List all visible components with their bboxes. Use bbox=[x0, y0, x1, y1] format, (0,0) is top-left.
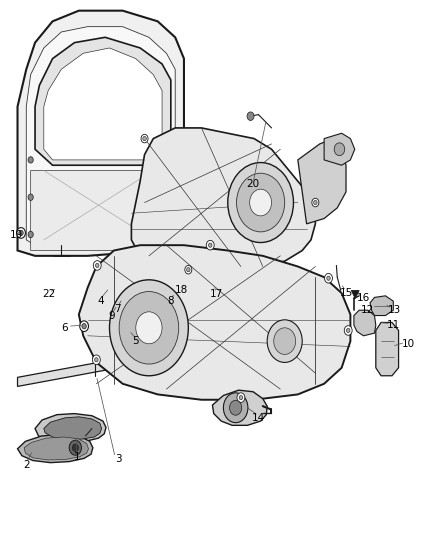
Polygon shape bbox=[18, 357, 127, 386]
Circle shape bbox=[28, 194, 33, 200]
Polygon shape bbox=[18, 11, 184, 256]
Polygon shape bbox=[351, 290, 359, 298]
Text: 13: 13 bbox=[388, 305, 401, 315]
Text: 22: 22 bbox=[42, 289, 56, 299]
Circle shape bbox=[95, 358, 98, 362]
Text: 6: 6 bbox=[61, 323, 68, 333]
Circle shape bbox=[237, 393, 245, 402]
Circle shape bbox=[17, 228, 25, 238]
Circle shape bbox=[141, 134, 148, 143]
Text: 20: 20 bbox=[247, 179, 260, 189]
Circle shape bbox=[119, 292, 179, 364]
Polygon shape bbox=[35, 414, 106, 442]
Circle shape bbox=[247, 112, 254, 120]
Circle shape bbox=[69, 440, 81, 455]
Circle shape bbox=[82, 324, 86, 329]
Text: 12: 12 bbox=[361, 305, 374, 315]
Circle shape bbox=[314, 200, 317, 205]
Circle shape bbox=[327, 276, 330, 280]
Circle shape bbox=[110, 280, 188, 376]
Polygon shape bbox=[26, 27, 175, 245]
Circle shape bbox=[344, 326, 352, 335]
Polygon shape bbox=[370, 296, 393, 316]
Polygon shape bbox=[354, 310, 376, 336]
Circle shape bbox=[72, 444, 78, 451]
Circle shape bbox=[19, 230, 23, 236]
Circle shape bbox=[267, 320, 302, 362]
Polygon shape bbox=[131, 128, 315, 272]
Text: 16: 16 bbox=[357, 294, 370, 303]
Polygon shape bbox=[35, 37, 171, 165]
Circle shape bbox=[28, 157, 33, 163]
Polygon shape bbox=[212, 390, 267, 425]
Circle shape bbox=[325, 273, 332, 283]
Circle shape bbox=[95, 263, 99, 268]
Text: 2: 2 bbox=[23, 460, 30, 470]
Text: 5: 5 bbox=[132, 336, 139, 346]
Text: 11: 11 bbox=[387, 320, 400, 330]
Circle shape bbox=[187, 268, 190, 272]
Text: 18: 18 bbox=[175, 286, 188, 295]
Polygon shape bbox=[324, 133, 355, 165]
Circle shape bbox=[206, 240, 214, 250]
Polygon shape bbox=[376, 322, 399, 376]
Circle shape bbox=[80, 321, 88, 332]
Circle shape bbox=[92, 355, 100, 365]
Polygon shape bbox=[298, 139, 346, 224]
Text: 10: 10 bbox=[402, 339, 415, 349]
Text: 7: 7 bbox=[114, 304, 121, 314]
Circle shape bbox=[312, 198, 319, 207]
Circle shape bbox=[334, 143, 345, 156]
Circle shape bbox=[346, 328, 350, 333]
Polygon shape bbox=[31, 171, 166, 251]
Circle shape bbox=[237, 173, 285, 232]
Circle shape bbox=[274, 328, 296, 354]
Text: 15: 15 bbox=[339, 288, 353, 298]
Text: 8: 8 bbox=[167, 296, 174, 306]
Circle shape bbox=[28, 231, 33, 238]
Polygon shape bbox=[18, 434, 93, 463]
Text: 19: 19 bbox=[10, 230, 23, 239]
Circle shape bbox=[93, 261, 101, 270]
Circle shape bbox=[228, 163, 293, 243]
Text: 3: 3 bbox=[115, 455, 122, 464]
Text: 17: 17 bbox=[210, 289, 223, 299]
Text: 14: 14 bbox=[252, 414, 265, 423]
Circle shape bbox=[185, 265, 192, 274]
Circle shape bbox=[143, 136, 146, 141]
Polygon shape bbox=[44, 48, 162, 160]
Text: 9: 9 bbox=[109, 311, 116, 320]
Circle shape bbox=[239, 395, 243, 400]
Polygon shape bbox=[24, 437, 88, 460]
Polygon shape bbox=[79, 245, 350, 400]
Circle shape bbox=[223, 393, 248, 423]
Circle shape bbox=[208, 243, 212, 247]
Circle shape bbox=[136, 312, 162, 344]
Text: 1: 1 bbox=[73, 453, 80, 462]
Circle shape bbox=[250, 189, 272, 216]
Polygon shape bbox=[44, 417, 102, 439]
Circle shape bbox=[230, 400, 242, 415]
Text: 4: 4 bbox=[97, 296, 104, 306]
